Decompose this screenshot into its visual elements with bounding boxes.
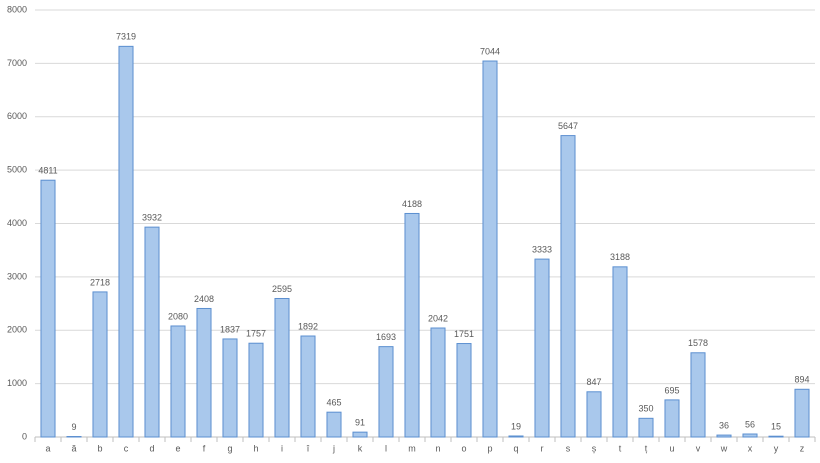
data-label: 1578 bbox=[688, 338, 708, 348]
x-tick-label: u bbox=[669, 443, 674, 453]
x-tick-label: m bbox=[408, 443, 416, 453]
bar bbox=[508, 435, 524, 438]
bar bbox=[378, 346, 394, 438]
x-tick-label: c bbox=[124, 443, 129, 453]
bar bbox=[222, 338, 238, 438]
x-tick-label: y bbox=[774, 443, 779, 453]
bar bbox=[248, 342, 264, 438]
x-tick-label: l bbox=[385, 443, 387, 453]
data-label: 5647 bbox=[558, 121, 578, 131]
data-label: 7319 bbox=[116, 32, 136, 42]
data-label: 695 bbox=[664, 385, 679, 395]
x-tick-label: g bbox=[227, 443, 232, 453]
bar bbox=[482, 60, 498, 438]
y-tick-label: 6000 bbox=[7, 111, 27, 121]
data-label: 2718 bbox=[90, 277, 110, 287]
data-label: 2408 bbox=[194, 294, 214, 304]
y-tick-label: 1000 bbox=[7, 378, 27, 388]
x-tick-label: t bbox=[619, 443, 622, 453]
bar bbox=[300, 335, 316, 438]
x-tick-label: s bbox=[566, 443, 571, 453]
data-label: 1837 bbox=[220, 324, 240, 334]
data-label: 91 bbox=[355, 418, 365, 428]
data-label: 4188 bbox=[402, 199, 422, 209]
data-label: 36 bbox=[719, 420, 729, 430]
x-tick-label: n bbox=[435, 443, 440, 453]
x-tick-label: x bbox=[748, 443, 753, 453]
data-label: 7044 bbox=[480, 46, 500, 56]
bar bbox=[586, 391, 602, 438]
bar bbox=[794, 388, 810, 438]
x-tick-label: b bbox=[97, 443, 102, 453]
data-label: 2080 bbox=[168, 311, 188, 321]
x-tick-label: o bbox=[461, 443, 466, 453]
data-label: 9 bbox=[71, 422, 76, 432]
bar bbox=[170, 325, 186, 438]
y-tick-label: 5000 bbox=[7, 165, 27, 175]
x-tick-label: v bbox=[696, 443, 701, 453]
bar bbox=[196, 307, 212, 438]
x-tick-label: ă bbox=[71, 443, 76, 453]
data-label: 19 bbox=[511, 421, 521, 431]
bar bbox=[274, 297, 290, 438]
data-label: 1751 bbox=[454, 329, 474, 339]
x-tick-label: h bbox=[253, 443, 258, 453]
x-tick-label: d bbox=[149, 443, 154, 453]
y-tick-label: 3000 bbox=[7, 271, 27, 281]
bar bbox=[144, 226, 160, 438]
x-tick-label: r bbox=[541, 443, 544, 453]
x-tick-label: q bbox=[513, 443, 518, 453]
y-tick-label: 2000 bbox=[7, 325, 27, 335]
bar bbox=[742, 433, 758, 438]
bar bbox=[326, 411, 342, 438]
bar bbox=[430, 327, 446, 438]
data-label: 1892 bbox=[298, 321, 318, 331]
x-tick-label: e bbox=[175, 443, 180, 453]
data-label: 3932 bbox=[142, 213, 162, 223]
x-tick-label: a bbox=[45, 443, 50, 453]
x-tick-label: k bbox=[358, 443, 363, 453]
bar bbox=[664, 399, 680, 438]
data-label: 1693 bbox=[376, 332, 396, 342]
data-label: 4811 bbox=[38, 166, 57, 176]
x-tick-label: j bbox=[332, 443, 335, 453]
y-tick-label: 0 bbox=[22, 431, 27, 441]
data-label: 3333 bbox=[532, 244, 552, 254]
x-tick-label: p bbox=[487, 443, 492, 453]
data-label: 847 bbox=[586, 377, 601, 387]
x-tick-label: z bbox=[800, 443, 805, 453]
x-tick-label: i bbox=[281, 443, 283, 453]
bar bbox=[118, 45, 134, 438]
data-label: 56 bbox=[745, 419, 755, 429]
bar bbox=[404, 212, 420, 438]
data-label: 3188 bbox=[610, 252, 630, 262]
data-label: 15 bbox=[771, 422, 781, 432]
data-label: 2042 bbox=[428, 313, 448, 323]
x-tick-label: w bbox=[720, 443, 728, 453]
data-label: 1757 bbox=[246, 329, 266, 339]
bar bbox=[690, 352, 706, 438]
y-tick-label: 7000 bbox=[7, 58, 27, 68]
data-label: 2595 bbox=[272, 284, 292, 294]
bar bbox=[352, 431, 368, 438]
bar bbox=[716, 434, 732, 438]
y-tick-label: 8000 bbox=[7, 4, 27, 14]
bar bbox=[560, 135, 576, 438]
bar bbox=[40, 179, 56, 438]
x-tick-label: ț bbox=[645, 443, 648, 453]
x-tick-label: f bbox=[203, 443, 206, 453]
bar bbox=[92, 291, 108, 438]
bar bbox=[768, 435, 784, 438]
bar bbox=[612, 266, 628, 438]
x-tick-label: ș bbox=[592, 443, 597, 453]
bar bbox=[638, 417, 654, 438]
data-label: 894 bbox=[794, 375, 809, 385]
data-label: 465 bbox=[326, 398, 341, 408]
y-tick-label: 4000 bbox=[7, 218, 27, 228]
x-tick-label: î bbox=[306, 443, 310, 453]
data-label: 350 bbox=[638, 404, 653, 414]
bar bbox=[456, 343, 472, 438]
bar bbox=[534, 258, 550, 438]
